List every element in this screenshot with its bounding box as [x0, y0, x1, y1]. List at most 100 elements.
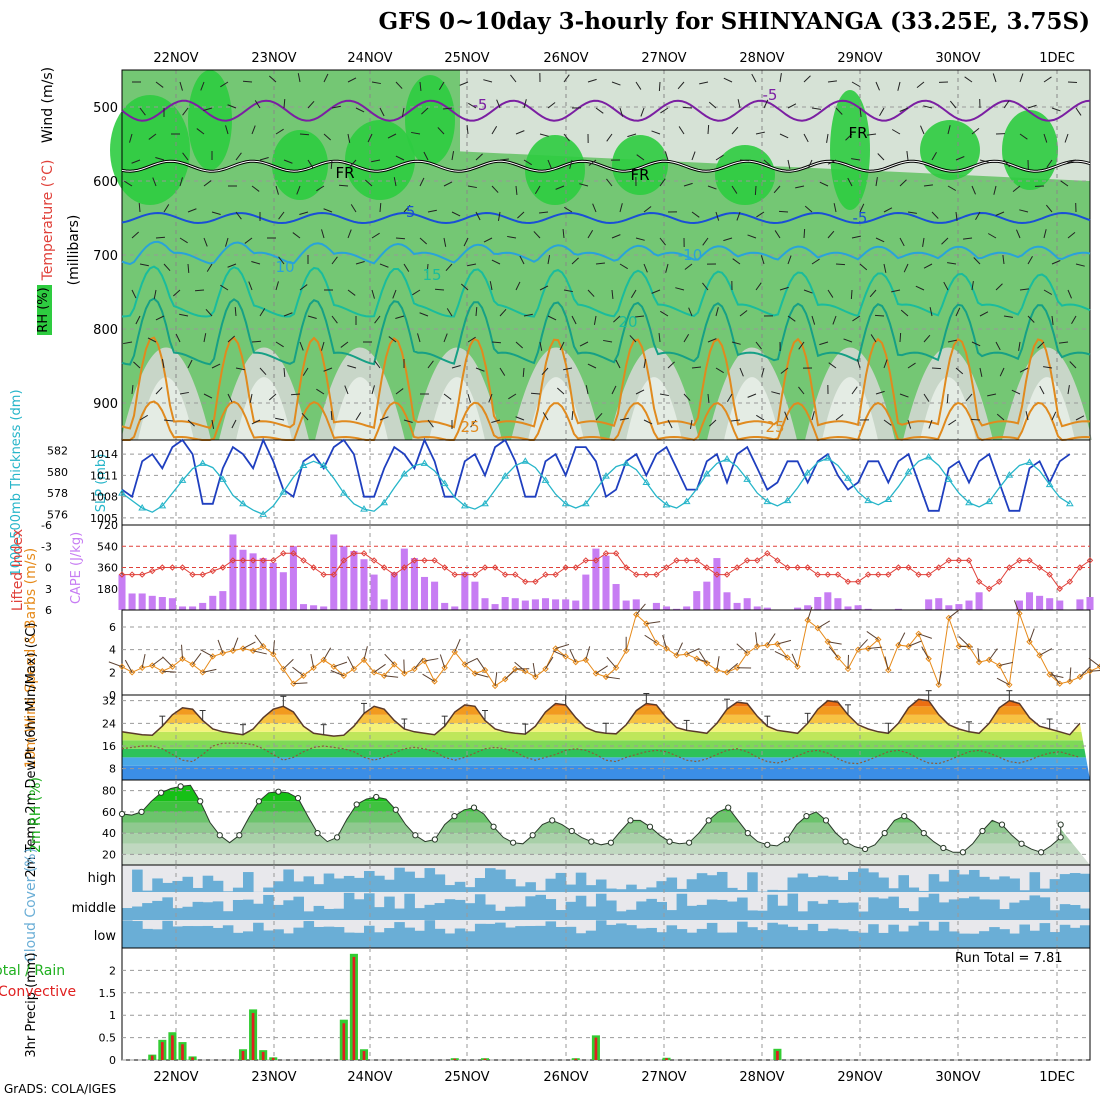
rh2m-marker — [842, 838, 849, 845]
lifted-index-axis-title: Lifted Index — [10, 529, 26, 611]
wind-barb — [235, 367, 245, 371]
rh2m-marker — [1018, 840, 1025, 847]
rh-band — [122, 843, 1090, 855]
rh2m-marker — [822, 817, 830, 824]
wind-barb — [388, 336, 397, 343]
wind-barb — [292, 232, 301, 239]
wind-barb — [412, 289, 421, 296]
wind10-barb — [373, 663, 386, 673]
cloud-cell — [817, 875, 829, 892]
wind10-barb — [217, 639, 224, 654]
cloud-cell — [807, 877, 819, 892]
lifted-index-marker — [612, 550, 620, 557]
cloud-cell — [958, 898, 970, 920]
wind-barb — [992, 73, 997, 83]
cloud-cell — [545, 878, 557, 892]
cloud-cell — [525, 882, 536, 892]
rh2m-line — [121, 784, 1062, 853]
wind-barb — [355, 107, 365, 113]
cloud-cell — [474, 878, 486, 892]
cape-bar — [552, 599, 560, 610]
wind-barb — [463, 237, 469, 247]
wind-barb — [1060, 180, 1069, 187]
isotherm-label: -5 — [401, 203, 416, 221]
wind-barb — [491, 185, 499, 193]
cloud-cell — [686, 905, 698, 920]
cloud-cell — [495, 910, 506, 920]
cape-bar — [481, 598, 489, 610]
wind-barb — [1003, 315, 1013, 318]
thickness-marker — [743, 475, 752, 482]
wind-barb — [200, 81, 205, 91]
cloud-cell — [293, 881, 304, 892]
cape-bar — [562, 599, 570, 610]
wind-barb — [843, 338, 853, 343]
lifted-index-marker — [996, 578, 1003, 585]
wind-barb — [803, 75, 811, 83]
wind-barb — [417, 333, 421, 343]
rh-band — [122, 822, 1090, 834]
rh2m-marker — [197, 798, 204, 805]
cloud-cell — [787, 877, 799, 892]
cape-bar — [511, 598, 519, 610]
cape-bar — [1036, 595, 1044, 610]
wind10-marker — [159, 667, 166, 675]
wind-barb — [827, 159, 837, 165]
precip-convective-bar — [453, 1058, 457, 1060]
thickness-marker — [783, 496, 792, 504]
wind-barb — [635, 81, 642, 90]
wind10-barb — [464, 657, 478, 665]
cloud-cell — [958, 933, 970, 948]
isotherm-label: -5 — [853, 209, 868, 227]
cape-bar — [471, 581, 479, 610]
wind10-barb — [384, 653, 395, 665]
wind10-marker — [1086, 667, 1094, 675]
wind-barb — [307, 315, 317, 319]
wind-barb — [903, 263, 909, 273]
thickness-marker — [823, 454, 832, 461]
lifted-index-marker — [683, 557, 690, 564]
cloud-cell — [858, 932, 869, 948]
cloud-cell — [817, 903, 829, 920]
cloud-cell — [999, 876, 1010, 892]
wind-barb — [211, 211, 221, 215]
cloud-cell — [283, 933, 294, 948]
wind10-barb — [108, 661, 123, 668]
lifted-index-marker — [945, 557, 953, 564]
wind-barb — [664, 151, 669, 161]
lifted-index-marker — [854, 578, 862, 585]
cape-tick-label: 180 — [97, 583, 118, 596]
wind-barb — [248, 281, 253, 291]
lifted-index-marker — [401, 564, 408, 571]
cloud-cell — [434, 903, 446, 920]
cloud-cell — [1079, 908, 1091, 920]
wind-barb — [1018, 341, 1021, 351]
cloud-cell — [132, 921, 143, 948]
thickness-marker — [864, 496, 873, 504]
wind10-marker — [128, 669, 136, 676]
wind-barb — [445, 263, 453, 272]
rh2m-marker — [979, 827, 986, 835]
cloud-cell — [394, 922, 405, 948]
precip-convective-bar — [574, 1058, 578, 1060]
wind-barb — [928, 419, 933, 429]
top-day-label: 29NOV — [837, 51, 882, 66]
cloud-cell — [424, 920, 436, 948]
cloud-cell — [172, 880, 183, 892]
wind-barb — [899, 237, 905, 247]
thickness-marker — [763, 497, 772, 505]
cloud-cell — [747, 910, 758, 920]
wind-barb — [395, 81, 403, 89]
wind-barb — [943, 281, 949, 291]
thickness-marker — [178, 476, 187, 483]
wind-barb — [564, 206, 573, 213]
wind10-marker — [290, 680, 297, 687]
cloud-cell — [293, 927, 304, 948]
wind-barb — [774, 230, 781, 239]
cloud-cell — [1029, 895, 1041, 920]
wind-barb — [421, 107, 429, 115]
lifted-index-marker — [360, 550, 368, 557]
cloud-cell — [414, 930, 425, 948]
wind-barb — [163, 204, 170, 213]
wind-barb — [659, 393, 669, 397]
